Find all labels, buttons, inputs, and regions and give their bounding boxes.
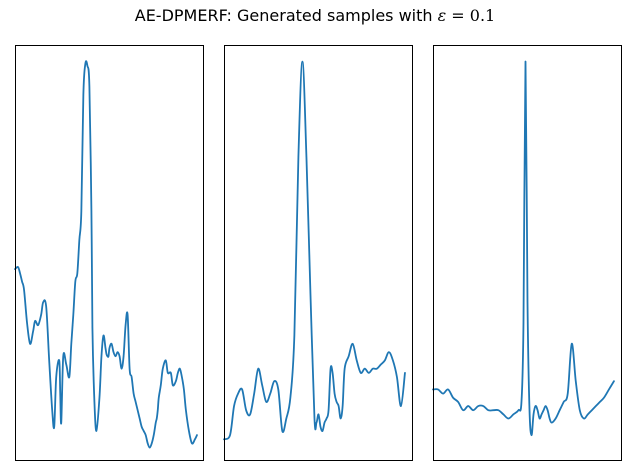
sample-line-3	[432, 60, 615, 437]
sample-line-1	[14, 60, 198, 449]
subplot-3	[432, 45, 622, 461]
title-text: AE-DPMERF: Generated samples with	[134, 6, 438, 25]
title-epsilon: ε	[437, 6, 447, 25]
title-value: = 0.1	[446, 6, 496, 25]
axes-frame-3	[433, 45, 622, 461]
sample-line-2	[223, 60, 406, 441]
subplot-1	[14, 45, 204, 461]
figure-title: AE-DPMERF: Generated samples with ε = 0.…	[0, 6, 630, 25]
axes-frame-2	[224, 45, 413, 461]
axes-frame-1	[15, 45, 204, 461]
subplot-2	[223, 45, 413, 461]
